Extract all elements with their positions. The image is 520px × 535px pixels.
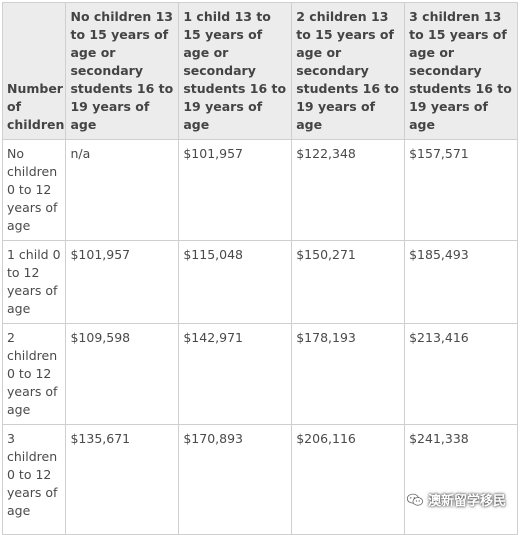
table-cell: $135,671 [65,424,180,535]
table-cell: $185,493 [404,240,518,324]
wechat-icon [406,493,424,506]
column-header: No children 13 to 15 years of age or sec… [65,2,180,140]
corner-header: Number of children [1,2,67,140]
table-cell: $101,957 [178,139,293,241]
table-cell: $142,971 [178,323,293,425]
table-cell: $157,571 [404,139,518,241]
column-header: 3 children 13 to 15 years of age or seco… [404,2,518,140]
table-cell: $109,598 [65,323,180,425]
table-cell: $213,416 [404,323,518,425]
table-cell: $122,348 [291,139,406,241]
table-row: 1 child 0 to 12 years of age $101,957 $1… [1,240,518,324]
table-cell: n/a [65,139,180,241]
table-cell: $150,271 [291,240,406,324]
row-label: 2 children 0 to 12 years of age [1,323,67,425]
watermark: 澳新留学移民 [406,490,506,509]
table-cell: $101,957 [65,240,180,324]
table-row: 2 children 0 to 12 years of age $109,598… [1,323,518,425]
table-cell: $170,893 [178,424,293,535]
header-row: Number of children No children 13 to 15 … [1,2,518,140]
row-label: No children 0 to 12 years of age [1,139,67,241]
table-cell: $178,193 [291,323,406,425]
row-label: 3 children 0 to 12 years of age [1,424,67,535]
table-row: 3 children 0 to 12 years of age $135,671… [1,424,518,535]
column-header: 1 child 13 to 15 years of age or seconda… [178,2,293,140]
row-label: 1 child 0 to 12 years of age [1,240,67,324]
table-cell: $115,048 [178,240,293,324]
table-cell: $241,338 [404,424,518,535]
watermark-text: 澳新留学移民 [427,494,506,509]
table-cell: $206,116 [291,424,406,535]
column-header: 2 children 13 to 15 years of age or seco… [291,2,406,140]
table-row: No children 0 to 12 years of age n/a $10… [1,139,518,241]
